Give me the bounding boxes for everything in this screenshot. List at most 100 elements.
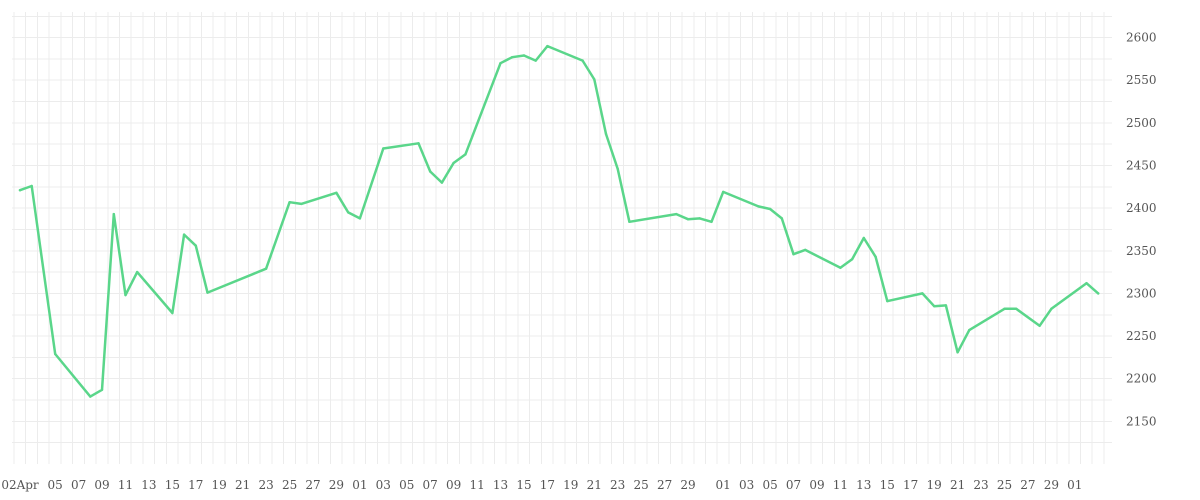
data-point <box>347 211 350 214</box>
x-tick-label: 03 <box>376 478 391 492</box>
data-point <box>171 311 174 315</box>
data-point <box>429 170 432 173</box>
x-tick-label: 23 <box>610 478 625 492</box>
data-point <box>1085 282 1088 285</box>
x-tick-label: 17 <box>903 478 918 492</box>
x-tick-label: 21 <box>950 478 965 492</box>
data-point <box>452 161 455 165</box>
x-tick-label: 19 <box>927 478 942 492</box>
x-tick-label: 27 <box>305 478 320 492</box>
x-axis-tick-labels: 02Apr 05 07 09 11 13 15 17 19 21 23 25 27 29 01 03 05 07 0… <box>1 478 1082 492</box>
x-tick-label: 29 <box>329 478 344 492</box>
y-tick-label: 2200 <box>1126 372 1157 386</box>
data-point <box>300 202 303 206</box>
data-point <box>933 305 936 308</box>
x-tick-label: 29 <box>680 478 695 492</box>
data-point <box>136 270 139 274</box>
y-tick-label: 2150 <box>1126 414 1157 428</box>
data-point <box>335 191 338 194</box>
data-point <box>1050 307 1053 310</box>
data-point <box>722 190 725 194</box>
x-tick-label: 07 <box>423 478 438 492</box>
data-point <box>124 293 127 297</box>
x-tick-label: 13 <box>493 478 508 492</box>
series-line <box>18 44 1100 398</box>
x-tick-label: 05 <box>48 478 63 492</box>
x-tick-label: 07 <box>71 478 86 492</box>
x-tick-label: 19 <box>563 478 578 492</box>
data-point <box>862 236 865 240</box>
data-point <box>511 56 514 59</box>
data-point <box>710 220 713 223</box>
data-point <box>382 147 385 150</box>
x-tick-label: 13 <box>856 478 871 492</box>
y-tick-label: 2600 <box>1126 31 1157 45</box>
x-tick-label: 01 <box>352 478 367 492</box>
x-tick-label: 25 <box>282 478 297 492</box>
data-point <box>288 201 291 204</box>
data-point <box>30 184 33 188</box>
y-tick-label: 2450 <box>1126 159 1157 173</box>
data-point <box>464 153 467 156</box>
data-point <box>182 233 186 236</box>
x-tick-label: 27 <box>657 478 672 492</box>
data-point <box>839 266 842 269</box>
data-point <box>921 292 924 295</box>
data-point <box>850 258 854 261</box>
data-point <box>194 244 197 247</box>
x-tick-label: 25 <box>997 478 1012 492</box>
data-point <box>89 395 92 398</box>
y-tick-label: 2350 <box>1126 244 1157 258</box>
x-tick-label: 19 <box>212 478 227 492</box>
data-point <box>792 253 795 256</box>
data-point <box>944 304 948 307</box>
data-point <box>499 62 502 65</box>
x-tick-label: 07 <box>786 478 801 492</box>
data-point <box>757 205 760 208</box>
data-point <box>886 299 889 303</box>
data-point <box>54 352 57 356</box>
x-tick-label: 09 <box>809 478 824 492</box>
x-tick-label: 02Apr <box>1 478 39 492</box>
x-tick-label: 03 <box>739 478 754 492</box>
x-tick-label: 29 <box>1044 478 1059 492</box>
data-point <box>1038 324 1041 327</box>
x-tick-label: 01 <box>1067 478 1082 492</box>
data-point <box>522 54 526 57</box>
x-tick-label: 15 <box>880 478 895 492</box>
data-point <box>18 189 22 192</box>
data-point <box>440 181 444 184</box>
x-tick-label: 11 <box>833 478 848 492</box>
x-tick-label: 17 <box>540 478 555 492</box>
x-tick-label: 15 <box>165 478 180 492</box>
x-tick-label: 09 <box>94 478 109 492</box>
y-tick-label: 2400 <box>1126 201 1157 215</box>
x-tick-label: 05 <box>762 478 777 492</box>
data-point <box>417 142 420 145</box>
data-point <box>968 328 971 332</box>
x-tick-label: 25 <box>634 478 649 492</box>
x-tick-label: 21 <box>587 478 602 492</box>
data-point <box>804 248 807 252</box>
x-tick-label: 11 <box>118 478 133 492</box>
data-point <box>768 207 772 211</box>
horizontal-gridlines <box>12 15 1112 444</box>
x-tick-label: 17 <box>188 478 203 492</box>
data-point <box>358 217 362 220</box>
data-point <box>628 220 631 223</box>
y-axis-tick-labels: 2150 2200 2250 2300 2350 2400 2450 2500 2550 2600 <box>1126 31 1157 429</box>
x-tick-label: 23 <box>258 478 273 492</box>
x-tick-label: 11 <box>469 478 484 492</box>
x-tick-label: 09 <box>446 478 461 492</box>
data-point <box>686 218 690 221</box>
x-tick-label: 05 <box>399 478 414 492</box>
vertical-gridlines <box>13 12 1105 464</box>
data-point <box>546 44 549 48</box>
y-tick-label: 2300 <box>1126 286 1157 300</box>
data-point <box>604 132 608 136</box>
data-point <box>1097 292 1100 295</box>
data-point <box>616 167 619 171</box>
x-tick-label: 13 <box>141 478 156 492</box>
data-point <box>593 78 596 81</box>
